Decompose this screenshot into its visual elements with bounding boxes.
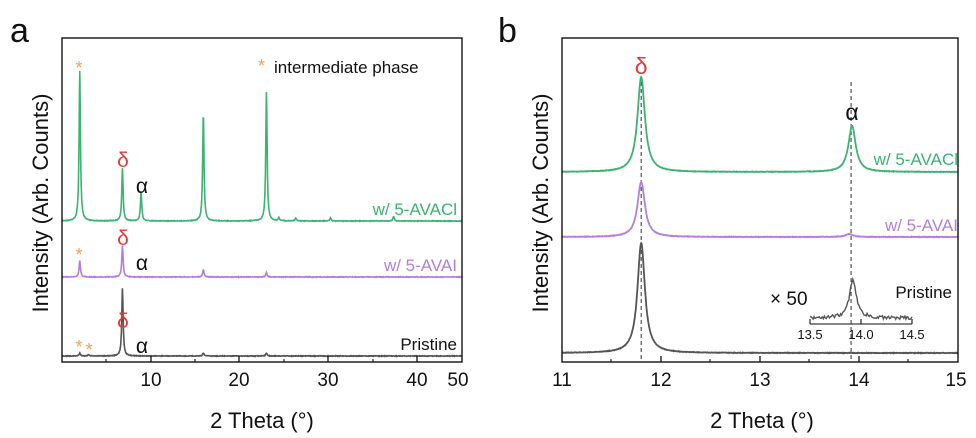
- panel-b-ylabel: Intensity (Arb. Counts): [528, 94, 553, 313]
- panel-a-marker-alpha: α: [136, 252, 148, 275]
- panel-b-letter: b: [498, 12, 517, 50]
- panel-b-label-5avacl: w/ 5-AVACl: [873, 150, 958, 169]
- panel-a-label-5avai: w/ 5-AVAI: [383, 256, 457, 275]
- panel-a-marker-alpha: α: [136, 335, 148, 358]
- panel-a-xaxis: 10 20 30 40 50: [105, 356, 469, 391]
- panel-b-inset-series: [809, 276, 913, 322]
- panel-a-label-5avacl: w/ 5-AVACl: [372, 200, 457, 219]
- panel-a-marker-delta: δ: [117, 310, 129, 333]
- panel-a-traces: [61, 70, 463, 358]
- panel-b-series-pristine: [562, 241, 958, 355]
- panel-b-traces: [561, 75, 959, 355]
- panel-a-frame: [61, 37, 463, 363]
- panel-a-label-pristine: Pristine: [400, 335, 457, 354]
- panel-a-ylabel: Intensity (Arb. Counts): [28, 94, 53, 313]
- panel-a-note-star: *: [258, 56, 265, 76]
- panel-b: b Intensity (Arb. Counts) 2 Theta (°) w/…: [498, 12, 967, 433]
- panel-a-marker-alpha: α: [136, 175, 148, 198]
- panel-a-marker-star: *: [75, 337, 82, 357]
- panel-b-inset-tick-label: 14.0: [848, 327, 873, 342]
- panel-b-series-5avai: [561, 180, 959, 239]
- panel-a-xtick-label: 30: [317, 370, 338, 391]
- panel-b-peak-markers: δα: [635, 53, 859, 125]
- panel-b-frame: [561, 37, 959, 363]
- panel-b-xtick-label: 12: [650, 370, 671, 391]
- panel-b-inset-trace: [809, 276, 913, 322]
- panel-a-peak-markers: *δα*δα* *δα: [75, 58, 148, 360]
- panel-b-inset-tick-label: 13.5: [797, 327, 822, 342]
- panel-a: a Intensity (Arb. Counts) 2 Theta (°) * …: [10, 12, 469, 433]
- panel-a-series-pristine: [62, 288, 463, 358]
- panel-b-series-5avacl: [561, 75, 959, 174]
- panel-b-reference-lines: [640, 82, 852, 362]
- panel-b-xtick-label: 13: [749, 370, 770, 391]
- panel-b-marker-alpha: α: [845, 99, 858, 125]
- panel-a-marker-star: *: [75, 58, 82, 78]
- panel-a-series-5avai: [61, 245, 463, 279]
- panel-b-inset-tick-label: 14.5: [899, 327, 924, 342]
- panel-a-marker-delta: δ: [117, 149, 129, 172]
- panel-b-xlabel: 2 Theta (°): [710, 408, 814, 433]
- panel-b-marker-delta: δ: [635, 53, 648, 79]
- panel-a-xtick-label: 10: [140, 370, 161, 391]
- panel-b-xtick-label: 15: [945, 370, 966, 391]
- panel-b-inset: × 50 13.5 14.0 14.5: [770, 276, 925, 342]
- panel-a-marker-star: *: [85, 340, 92, 360]
- panel-a-xtick-label: 40: [406, 370, 427, 391]
- panel-a-xtick-label: 50: [447, 370, 468, 391]
- panel-b-xaxis: 11 12 13 14 15: [552, 356, 967, 391]
- panel-a-series-5avacl: [61, 70, 463, 223]
- panel-a-marker-delta: δ: [117, 227, 129, 250]
- panel-a-marker-star: *: [75, 245, 82, 265]
- panel-b-inset-label: × 50: [770, 289, 808, 310]
- panel-a-letter: a: [10, 12, 29, 50]
- panel-a-note-text: intermediate phase: [274, 58, 419, 77]
- panel-a-xlabel: 2 Theta (°): [210, 408, 314, 433]
- panel-b-xtick-label: 11: [552, 370, 572, 391]
- panel-a-xtick-label: 20: [228, 370, 249, 391]
- panel-b-xtick-label: 14: [848, 370, 870, 391]
- panel-b-label-5avai: w/ 5-AVAI: [884, 216, 958, 235]
- panel-b-label-pristine: Pristine: [895, 283, 952, 302]
